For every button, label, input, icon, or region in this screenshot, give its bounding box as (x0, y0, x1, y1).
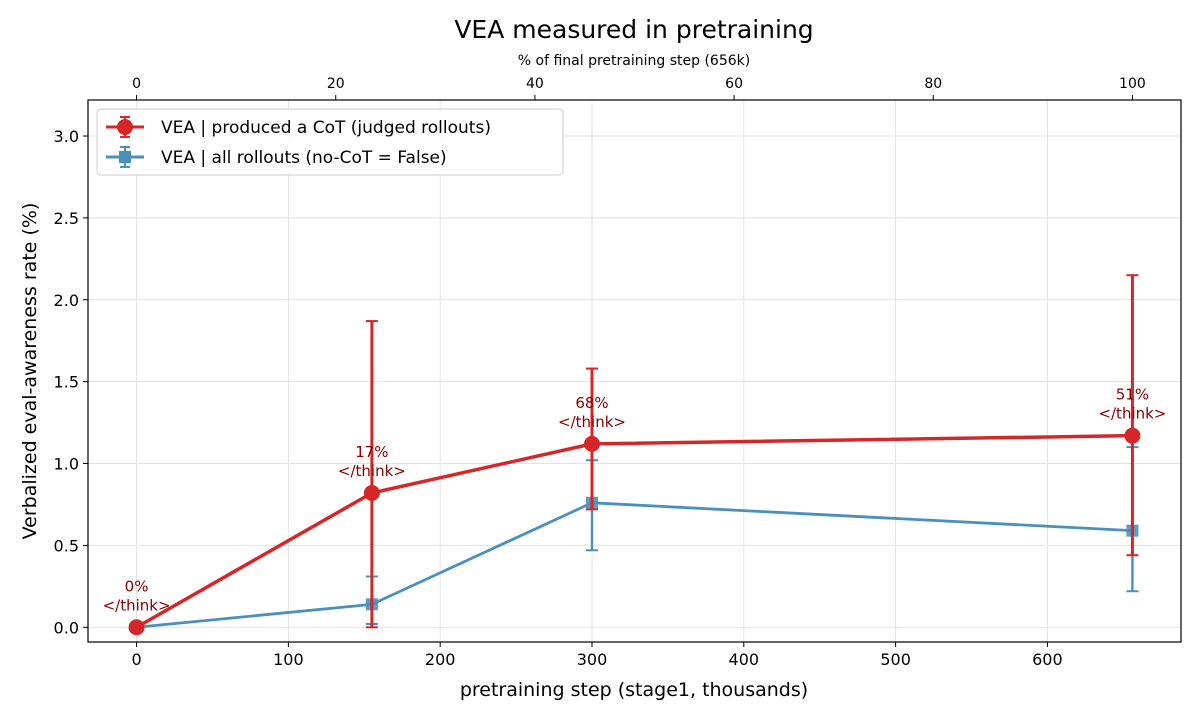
annotation-text: 0% (125, 577, 149, 595)
y-tick-label: 1.0 (54, 455, 79, 474)
y-tick-label: 2.5 (54, 209, 79, 228)
legend-entry: VEA | produced a CoT (judged rollouts) (106, 116, 491, 138)
legend-marker (117, 119, 133, 135)
think-annotation: 68%</think> (558, 394, 626, 431)
x-tick-label: 100 (273, 650, 304, 669)
data-point (128, 619, 145, 636)
x-tick-label: 400 (729, 650, 760, 669)
data-point (363, 484, 380, 501)
top-x-tick-label: 20 (327, 76, 345, 92)
series-cot (128, 274, 1141, 636)
series-line (135, 433, 1133, 629)
chart-title: VEA measured in pretraining (454, 15, 813, 44)
grid (88, 100, 1181, 642)
x-tick-label: 300 (577, 650, 608, 669)
think-annotation: 17%</think> (338, 443, 406, 480)
annotation-text: 68% (575, 394, 608, 412)
x-tick-label: 0 (131, 650, 141, 669)
think-annotation: 51%</think> (1098, 386, 1166, 423)
top-x-tick-label: 100 (1119, 76, 1146, 92)
annotation-text: 17% (355, 443, 388, 461)
plot-frame (87, 99, 1182, 643)
top-x-tick-label: 80 (924, 76, 942, 92)
legend-label: VEA | all rollouts (no-CoT = False) (161, 148, 447, 168)
y-tick-label: 1.5 (54, 373, 79, 392)
legend: VEA | produced a CoT (judged rollouts) VE… (96, 108, 564, 176)
y-tick-label: 2.0 (54, 291, 79, 310)
annotation-text: 51% (1116, 386, 1149, 404)
top-x-tick-label: 60 (725, 76, 743, 92)
y-tick-label: 0.0 (54, 618, 79, 637)
top-x-tick-label: 40 (526, 76, 544, 92)
axis-ticks: 0 100 200 300 400 500 6000.00.51.01.52.02.53.0… (54, 76, 1146, 669)
top-x-axis-label: % of final pretraining step (656k) (518, 53, 750, 69)
legend-box (96, 108, 564, 176)
legend-entry: VEA | all rollouts (no-CoT = False) (106, 146, 447, 168)
x-axis-label: pretraining step (stage1, thousands) (460, 679, 808, 701)
y-tick-label: 0.5 (54, 536, 79, 555)
annotations: 0%</think>17%</think>68%</think>51%</thi… (103, 386, 1167, 615)
series-line (136, 501, 1133, 629)
legend-label: VEA | produced a CoT (judged rollouts) (161, 118, 491, 138)
y-tick-label: 3.0 (54, 127, 79, 146)
x-tick-label: 600 (1032, 650, 1063, 669)
annotation-text: </think> (558, 413, 626, 431)
data-point (1124, 427, 1141, 444)
annotation-text: </think> (338, 462, 406, 480)
legend-marker (119, 151, 131, 163)
think-annotation: 0%</think> (103, 577, 171, 614)
annotation-text: </think> (1098, 405, 1166, 423)
top-x-tick-label: 0 (132, 76, 141, 92)
data-point (583, 435, 600, 452)
y-axis-label: Verbalized eval-awareness rate (%) (19, 203, 41, 540)
series-layer (128, 274, 1141, 636)
x-tick-label: 500 (880, 650, 911, 669)
annotation-text: </think> (103, 596, 171, 614)
x-tick-label: 200 (425, 650, 456, 669)
